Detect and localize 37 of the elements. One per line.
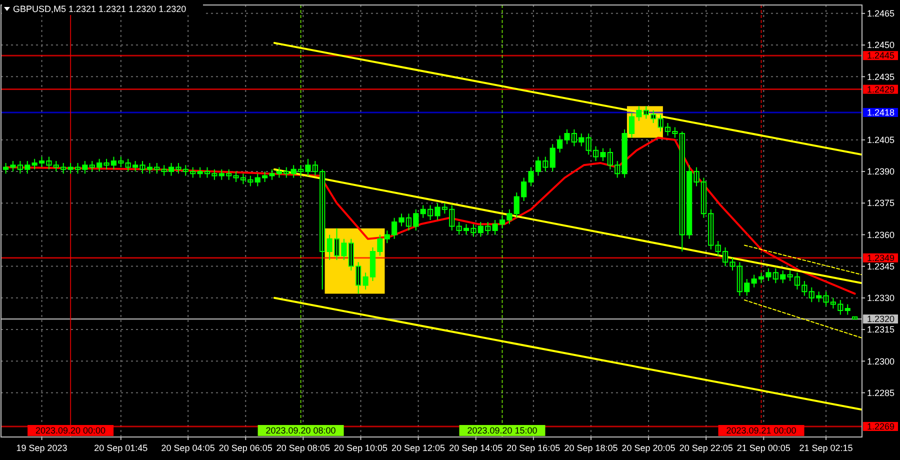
x-tick-label: 20 Sep 22:05: [679, 443, 733, 453]
x-tick-label: 20 Sep 14:05: [449, 443, 503, 453]
x-tick-label: 20 Sep 16:05: [506, 443, 560, 453]
y-tick-label: 1.2300: [867, 356, 895, 366]
x-tick-label: 21 Sep 02:15: [799, 443, 853, 453]
y-tick-label: 1.2360: [867, 230, 895, 240]
ref-line-label: 2023.09.20 00:00: [36, 426, 106, 436]
y-tick-label: 1.2465: [867, 8, 895, 19]
x-tick-label: 20 Sep 01:45: [94, 443, 148, 453]
ref-line-label: 2023.09.21 00:00: [726, 426, 796, 436]
x-tick-label: 20 Sep 08:05: [276, 443, 330, 453]
x-tick-label: 20 Sep 20:05: [622, 443, 676, 453]
y-tick-label: 1.2405: [867, 135, 895, 146]
ref-line-label: 2023.09.20 08:00: [266, 426, 336, 436]
x-tick-label: 19 Sep 2023: [16, 443, 68, 453]
chart-title: GBPUSD,M5 1.2321 1.2321 1.2320 1.2320: [13, 4, 186, 14]
ref-line-label: 1.2349: [867, 253, 895, 264]
ref-line-label: 1.2320: [867, 314, 895, 324]
x-tick-label: 21 Sep 00:05: [736, 443, 790, 453]
x-tick-label: 20 Sep 04:05: [161, 443, 215, 453]
ref-line-label: 1.2418: [867, 108, 895, 118]
ref-line-label: 1.2269: [867, 422, 895, 432]
y-tick-label: 1.2390: [867, 166, 895, 177]
ref-line-label: 1.2429: [867, 84, 895, 94]
x-tick-label: 20 Sep 12:05: [392, 443, 446, 453]
y-tick-label: 1.2315: [867, 324, 895, 335]
y-tick-label: 1.2330: [867, 293, 895, 304]
y-tick-label: 1.2435: [867, 72, 895, 82]
y-tick-label: 1.2285: [867, 388, 895, 398]
ref-line-label: 1.2445: [867, 50, 895, 61]
y-tick-label: 1.2450: [867, 40, 895, 50]
x-tick-label: 20 Sep 10:05: [334, 443, 388, 453]
y-tick-label: 1.2375: [867, 198, 895, 208]
x-tick-label: 20 Sep 18:05: [564, 443, 618, 453]
x-tick-label: 20 Sep 06:05: [218, 443, 272, 453]
ref-line-label: 2023.09.20 15:00: [467, 426, 538, 436]
y-tick-label: 1.2345: [867, 261, 895, 272]
